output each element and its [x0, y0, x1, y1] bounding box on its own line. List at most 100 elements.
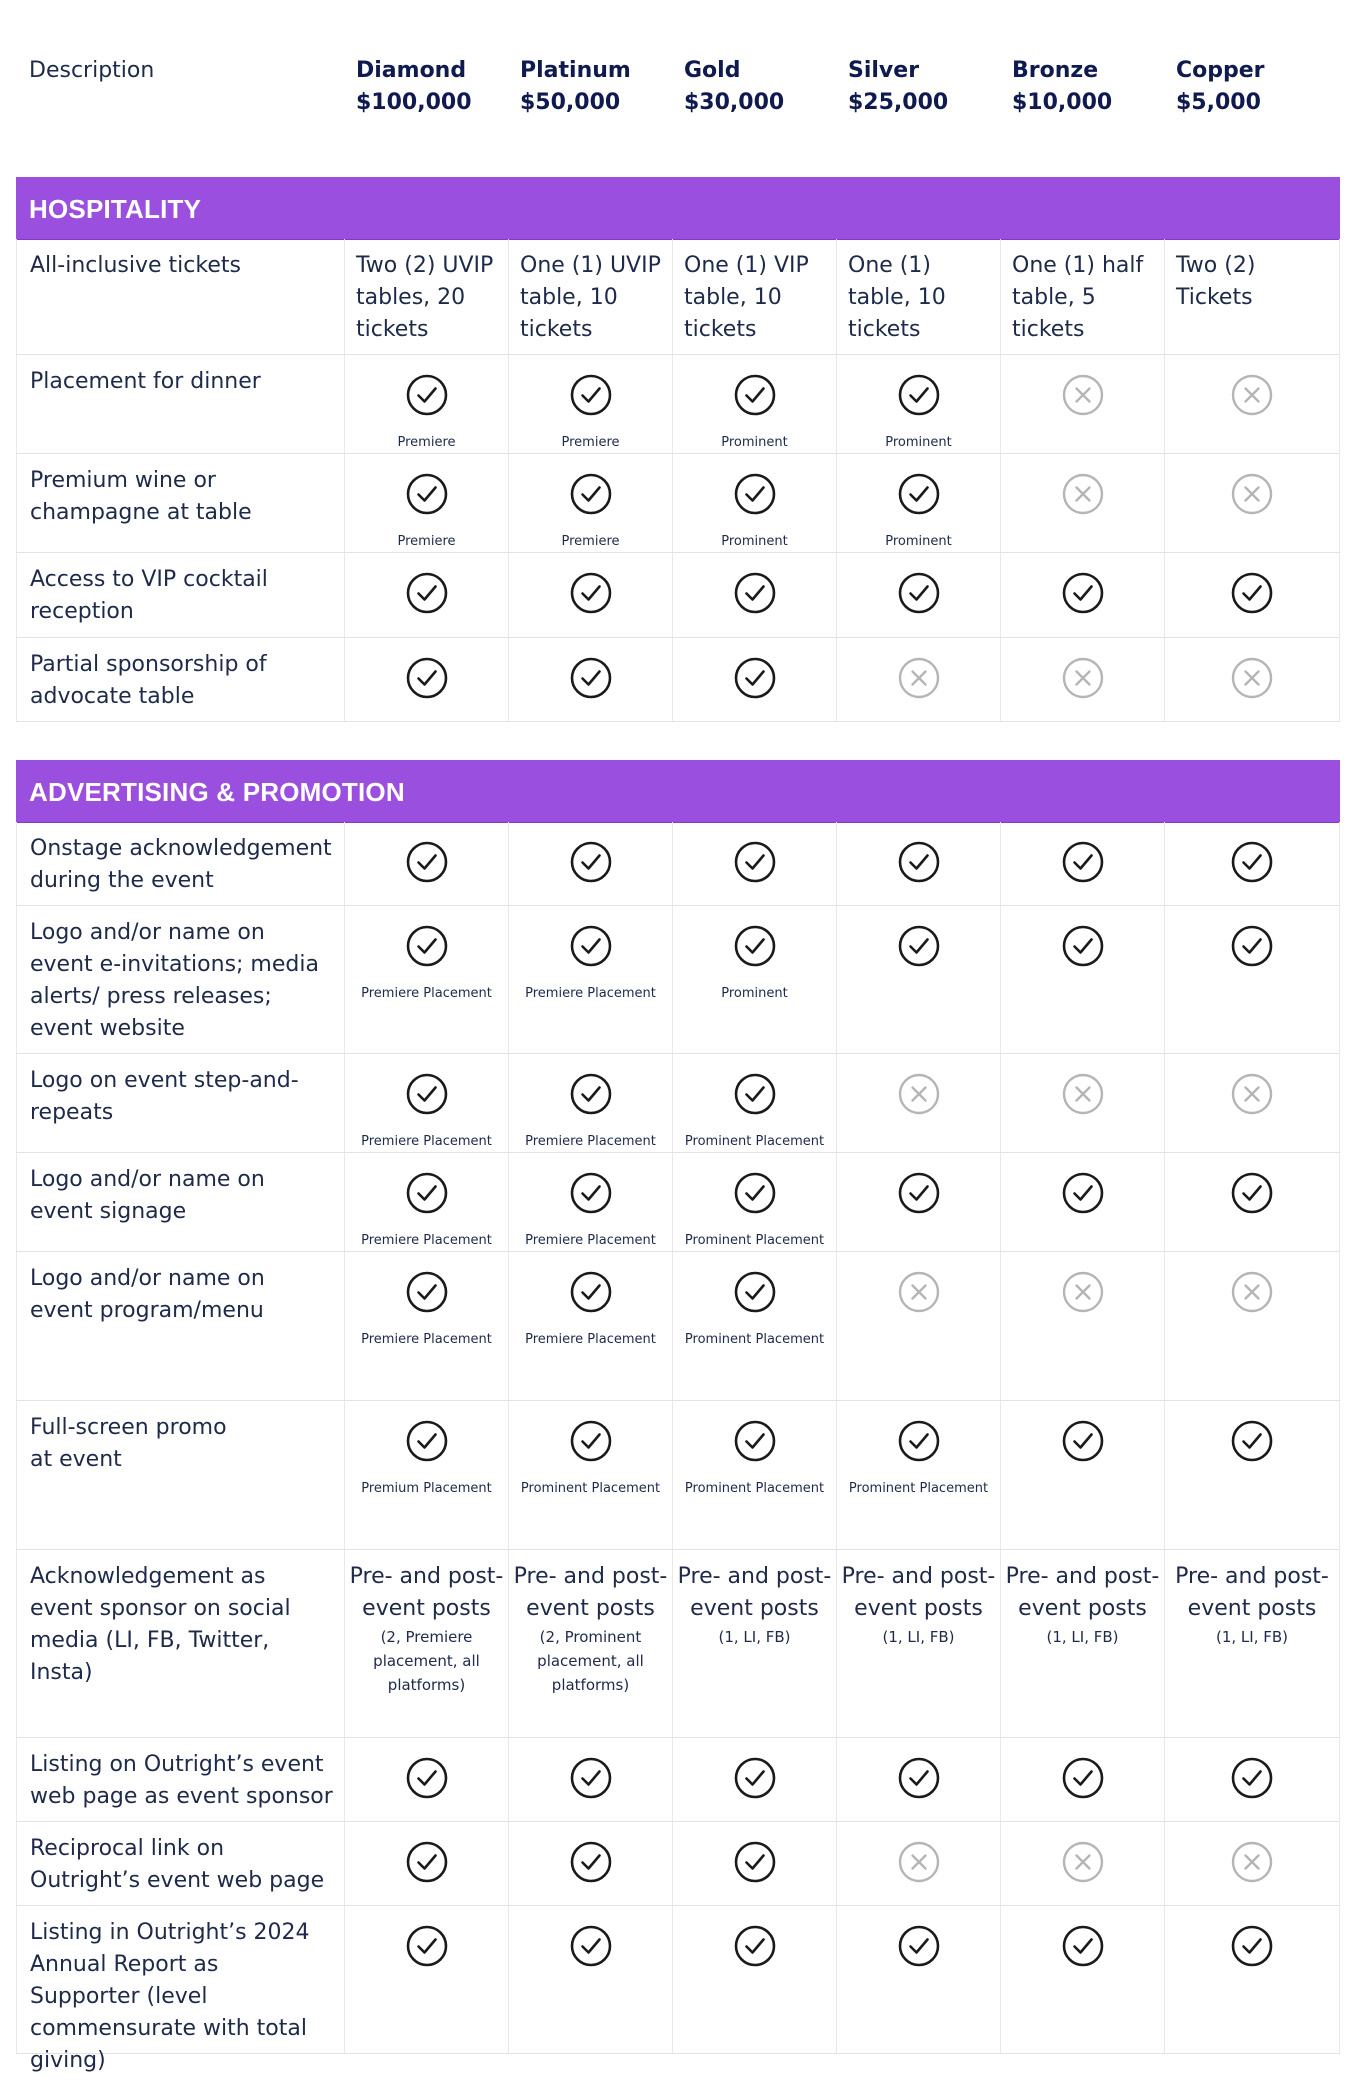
posts-detail: (2, Prominent placement, all platforms): [537, 1628, 644, 1694]
benefit-label: All-inclusive tickets: [30, 253, 241, 278]
check-circle-icon: [570, 572, 611, 614]
social-posts-value: Pre- and post-event posts (1, LI, FB): [841, 1561, 996, 1649]
placement-note: Premiere Placement: [525, 1233, 656, 1248]
tier-cell-bronze: Pre- and post-event posts (1, LI, FB): [1000, 1550, 1164, 1737]
benefit-label: Listing in Outright’s 2024 Annual Report…: [30, 1920, 310, 2073]
benefit-label: Listing on Outright’s event web page as …: [30, 1752, 333, 1809]
check-circle-icon: [734, 1925, 775, 1967]
posts-detail: (1, LI, FB): [882, 1628, 955, 1646]
posts-detail: (1, LI, FB): [1046, 1628, 1119, 1646]
tier-cell-diamond: Premiere Placement: [344, 1153, 508, 1251]
tier-cell-gold: [672, 1822, 836, 1905]
benefit-description-cell: Logo and/or name on event signage: [16, 1153, 344, 1251]
tier-cell-gold: [672, 553, 836, 637]
tier-cell-diamond: [344, 1738, 508, 1821]
tier-cell-silver: [836, 1054, 1000, 1152]
tier-cell-copper: [1164, 906, 1340, 1053]
check-circle-icon: [570, 1172, 611, 1214]
x-circle-icon: [898, 1841, 939, 1883]
tier-cell-diamond: [344, 553, 508, 637]
check-circle-icon: [406, 1841, 447, 1883]
benefit-row: Logo and/or name on event program/menu Pr…: [16, 1252, 1340, 1401]
placement-note: Premiere: [397, 435, 456, 450]
tier-price: $100,000: [356, 90, 472, 115]
benefit-value: Two (2) Tickets: [1176, 253, 1256, 310]
section-header-band: HOSPITALITY: [16, 177, 1340, 240]
check-circle-icon: [734, 473, 775, 515]
x-circle-icon: [1231, 1271, 1273, 1313]
benefit-label: Reciprocal link on Outright’s event web …: [30, 1836, 325, 1893]
check-circle-icon: [734, 925, 775, 967]
benefit-label: Placement for dinner: [30, 369, 261, 394]
x-circle-icon: [1062, 1841, 1103, 1883]
social-posts-value: Pre- and post-event posts (1, LI, FB): [1005, 1561, 1160, 1649]
tier-cell-silver: Prominent: [836, 355, 1000, 453]
tier-cell-silver: One (1) table, 10 tickets: [836, 239, 1000, 354]
tier-cell-gold: Prominent: [672, 906, 836, 1053]
tier-cell-platinum: [508, 822, 672, 905]
placement-note: Premiere Placement: [361, 1332, 492, 1347]
tier-cell-gold: Prominent Placement: [672, 1252, 836, 1400]
posts-text: Pre- and post-event posts: [1005, 1564, 1160, 1621]
check-circle-icon: [1062, 1172, 1103, 1214]
benefit-row: Listing on Outright’s event web page as …: [16, 1738, 1340, 1822]
benefit-label: Partial sponsorship of advocate table: [30, 652, 267, 709]
tier-cell-bronze: One (1) half table, 5 tickets: [1000, 239, 1164, 354]
benefit-row: Full-screen promo at event Premium Placem…: [16, 1401, 1340, 1550]
tier-cell-copper: [1164, 355, 1340, 453]
placement-note: Premiere Placement: [361, 986, 492, 1001]
check-circle-icon: [570, 1271, 611, 1313]
tier-cell-bronze: [1000, 906, 1164, 1053]
x-circle-icon: [1062, 1073, 1103, 1115]
benefit-row: Access to VIP cocktail reception: [16, 553, 1340, 638]
x-circle-icon: [1062, 657, 1103, 699]
benefit-description-cell: Logo and/or name on event e-invitations;…: [16, 906, 344, 1053]
check-circle-icon: [1062, 1925, 1103, 1967]
check-circle-icon: [1062, 1757, 1103, 1799]
benefit-description-cell: Listing on Outright’s event web page as …: [16, 1738, 344, 1821]
tier-cell-gold: Prominent Placement: [672, 1054, 836, 1152]
x-circle-icon: [1062, 473, 1103, 515]
tier-cell-platinum: Premiere Placement: [508, 906, 672, 1053]
tier-cell-diamond: Pre- and post-event posts (2, Premiere pl…: [344, 1550, 508, 1737]
benefit-label: Onstage acknowledgement during the event: [30, 836, 332, 893]
tier-cell-silver: Prominent: [836, 454, 1000, 552]
description-column-header: Description: [29, 58, 155, 83]
x-circle-icon: [1231, 473, 1273, 515]
posts-detail: (1, LI, FB): [718, 1628, 791, 1646]
section-header-band: ADVERTISING & PROMOTION: [16, 760, 1340, 823]
tier-header-diamond: Diamond $100,000: [356, 55, 472, 119]
check-circle-icon: [570, 657, 611, 699]
benefit-row: Reciprocal link on Outright’s event web …: [16, 1822, 1340, 1906]
check-circle-icon: [898, 572, 939, 614]
tier-cell-gold: One (1) VIP table, 10 tickets: [672, 239, 836, 354]
tier-cell-bronze: [1000, 1252, 1164, 1400]
tier-cell-silver: Pre- and post-event posts (1, LI, FB): [836, 1550, 1000, 1737]
check-circle-icon: [406, 1420, 447, 1462]
placement-note: Premiere Placement: [525, 1134, 656, 1149]
tier-name: Copper: [1176, 58, 1265, 83]
tier-cell-diamond: [344, 1906, 508, 2053]
section-title: ADVERTISING & PROMOTION: [29, 777, 405, 807]
tier-cell-silver: [836, 822, 1000, 905]
tier-cell-bronze: [1000, 822, 1164, 905]
benefit-label: Full-screen promo at event: [30, 1415, 227, 1472]
check-circle-icon: [406, 1925, 447, 1967]
tier-cell-copper: [1164, 454, 1340, 552]
benefit-description-cell: Acknowledgement as event sponsor on soci…: [16, 1550, 344, 1737]
tier-cell-diamond: Premiere Placement: [344, 1252, 508, 1400]
social-posts-value: Pre- and post-event posts (2, Prominent p…: [513, 1561, 668, 1697]
benefit-description-cell: Reciprocal link on Outright’s event web …: [16, 1822, 344, 1905]
check-circle-icon: [898, 1757, 939, 1799]
check-circle-icon: [898, 473, 939, 515]
tier-cell-diamond: [344, 822, 508, 905]
benefit-label: Logo and/or name on event e-invitations;…: [30, 920, 319, 1041]
social-posts-value: Pre- and post-event posts (2, Premiere pl…: [349, 1561, 504, 1697]
tier-cell-copper: [1164, 1906, 1340, 2053]
tier-price: $10,000: [1012, 90, 1113, 115]
tier-header-silver: Silver $25,000: [848, 55, 948, 119]
check-circle-icon: [734, 1420, 775, 1462]
placement-note: Premiere Placement: [361, 1134, 492, 1149]
tier-cell-platinum: Premiere Placement: [508, 1054, 672, 1152]
benefit-description-cell: Logo and/or name on event program/menu: [16, 1252, 344, 1400]
